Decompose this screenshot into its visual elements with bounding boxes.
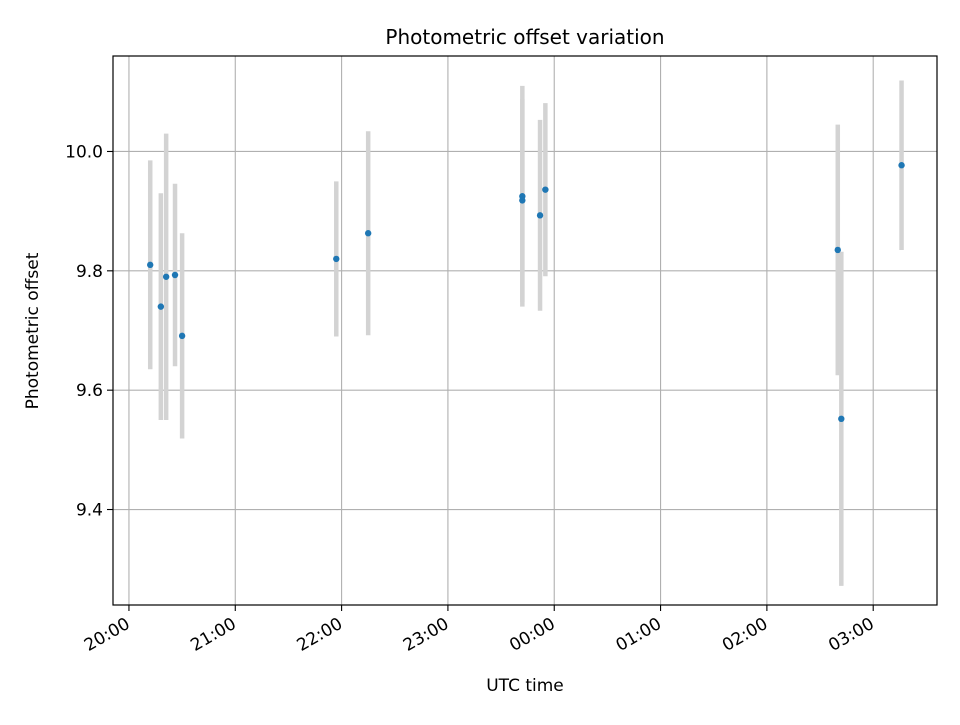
data-point	[519, 193, 526, 200]
point-layer	[147, 162, 905, 423]
data-point	[542, 186, 549, 193]
data-point	[147, 261, 154, 269]
data-point	[834, 246, 841, 254]
data-point	[162, 273, 170, 280]
data-point	[838, 415, 845, 423]
data-point	[157, 303, 165, 310]
data-point	[536, 212, 544, 219]
y-tick-layer: 9.4 9.6 9.8 10.0	[65, 142, 113, 521]
data-point	[898, 162, 905, 169]
chart-title: Photometric offset variation	[385, 25, 664, 49]
plot-frame	[112, 55, 938, 606]
grid-layer	[113, 56, 937, 605]
data-point	[364, 230, 372, 237]
data-point	[171, 271, 179, 279]
data-point	[333, 255, 340, 263]
data-point	[178, 332, 186, 340]
y-tick-label: 10.0	[65, 142, 103, 162]
y-tick-label: 9.8	[76, 262, 103, 282]
y-tick-label: 9.4	[76, 501, 103, 521]
y-axis-label: Photometric offset	[23, 252, 43, 409]
x-axis-label: UTC time	[486, 676, 564, 696]
y-tick-label: 9.6	[76, 381, 103, 401]
